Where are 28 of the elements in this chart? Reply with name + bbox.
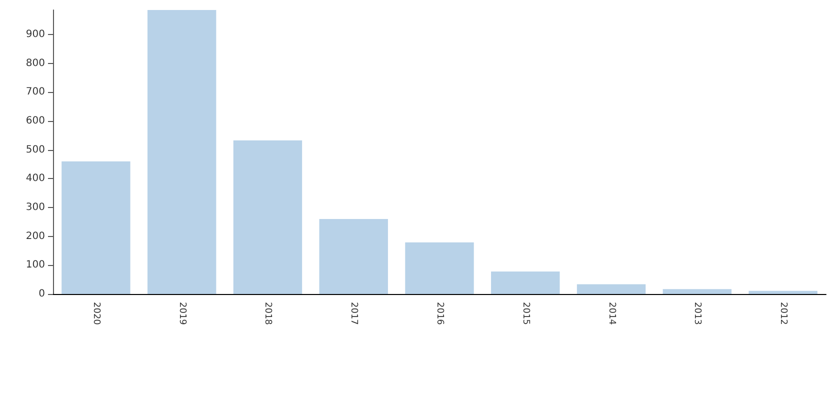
bar — [662, 289, 732, 294]
y-tick-label: 100 — [26, 260, 45, 271]
bar — [576, 284, 646, 294]
x-tick-label: 2012 — [778, 302, 788, 325]
x-tick-label: 2014 — [606, 302, 616, 326]
y-tick-label: 800 — [26, 58, 45, 69]
bar — [147, 10, 216, 294]
x-tick-label: 2013 — [692, 302, 702, 325]
y-tick-label: 200 — [26, 230, 45, 242]
bar — [405, 242, 474, 294]
bar — [748, 290, 818, 294]
bar — [491, 272, 560, 294]
y-tick-label: 300 — [26, 202, 45, 214]
y-tick-label: 500 — [26, 144, 45, 156]
y-tick-label: 700 — [26, 86, 45, 98]
bar — [233, 140, 302, 294]
x-tick-label: 2015 — [520, 302, 530, 325]
x-tick-label: 2019 — [176, 302, 187, 326]
y-tick-label: 0 — [38, 288, 45, 300]
y-tick-label: 400 — [26, 173, 45, 184]
y-tick-label: 900 — [26, 29, 45, 40]
x-tick-label: 2020 — [90, 302, 101, 326]
x-tick-label: 2017 — [348, 302, 359, 325]
bar — [62, 161, 130, 294]
bar — [319, 219, 388, 294]
x-tick-label: 2016 — [434, 302, 444, 326]
y-tick-label: 600 — [26, 116, 45, 127]
x-tick-label: 2018 — [262, 302, 273, 326]
